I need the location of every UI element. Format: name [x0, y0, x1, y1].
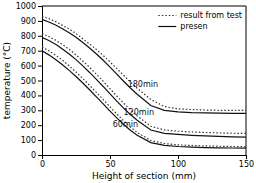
- series-line: [42, 37, 246, 137]
- tick: 0: [40, 155, 45, 169]
- tick: 300: [21, 106, 42, 115]
- tick-label: 200: [21, 121, 36, 130]
- tick-label: 0: [31, 151, 36, 160]
- tick-label: 400: [21, 91, 36, 100]
- tick-mark: [178, 155, 179, 159]
- legend-swatch: [158, 15, 176, 16]
- series-line: [42, 16, 246, 110]
- series-line: [42, 47, 246, 147]
- tick: 200: [21, 121, 42, 130]
- tick-mark: [38, 95, 42, 96]
- tick: 150: [239, 155, 254, 169]
- tick: 1000: [16, 2, 42, 11]
- tick: 500: [21, 77, 42, 86]
- y-axis-title: temperature (°C): [2, 42, 12, 119]
- plot-frame: [246, 6, 247, 155]
- tick-mark: [246, 155, 247, 159]
- tick-label: 500: [21, 77, 36, 86]
- plot-area: [42, 16, 246, 148]
- tick: 0: [31, 151, 42, 160]
- tick-mark: [38, 36, 42, 37]
- tick-mark: [38, 81, 42, 82]
- tick-label: 800: [21, 32, 36, 41]
- tick-label: 300: [21, 106, 36, 115]
- series-line: [42, 51, 246, 148]
- tick: 100: [171, 155, 186, 169]
- x-axis-title: Height of section (mm): [92, 171, 196, 181]
- legend: result from test presen: [158, 11, 242, 31]
- tick-label: 100: [21, 136, 36, 145]
- tick: 400: [21, 91, 42, 100]
- tick-mark: [38, 6, 42, 7]
- tick-label: 600: [21, 62, 36, 71]
- plot-frame: [42, 6, 246, 7]
- tick-label: 150: [239, 160, 254, 169]
- tick-mark: [38, 125, 42, 126]
- legend-swatch: [158, 26, 176, 27]
- y-axis: 0 100 200 300 400 500 600 700 800 900 1000: [16, 2, 43, 160]
- chart: 0 50 100 150 0 100 200 300 400 500 600 700 800 900 100…: [0, 0, 256, 183]
- tick: 700: [21, 47, 42, 56]
- annotation: 60min: [113, 120, 138, 129]
- legend-label: result from test: [180, 11, 242, 20]
- y-axis-line: [38, 7, 43, 156]
- tick-mark: [38, 21, 42, 22]
- tick: 900: [21, 17, 42, 26]
- tick: 600: [21, 62, 42, 71]
- tick-mark: [38, 66, 42, 67]
- annotation: 120min: [124, 108, 154, 117]
- tick-label: 1000: [16, 2, 36, 11]
- tick: 100: [21, 136, 42, 145]
- tick: 50: [105, 155, 115, 169]
- tick-label: 900: [21, 17, 36, 26]
- tick: 800: [21, 32, 42, 41]
- tick-label: 50: [105, 160, 115, 169]
- series-line: [42, 19, 246, 113]
- tick-label: 700: [21, 47, 36, 56]
- legend-label: presen: [180, 22, 207, 31]
- series-line: [42, 34, 246, 134]
- tick-mark: [110, 155, 111, 159]
- tick-label: 0: [40, 160, 45, 169]
- tick-mark: [38, 155, 42, 156]
- annotation: 180min: [128, 80, 158, 89]
- tick-mark: [38, 51, 42, 52]
- tick-mark: [38, 110, 42, 111]
- x-axis-line: [43, 156, 247, 160]
- tick-label: 100: [171, 160, 186, 169]
- tick-mark: [38, 140, 42, 141]
- x-axis: 0 50 100 150: [40, 155, 254, 169]
